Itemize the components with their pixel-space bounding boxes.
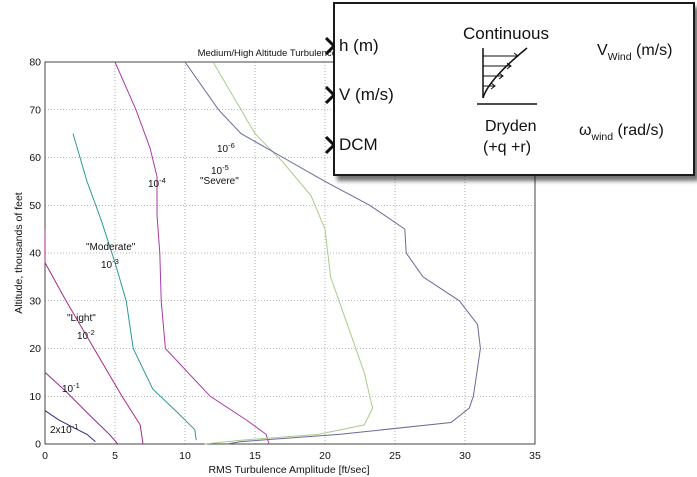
x-tick-label: 30 [459, 450, 471, 462]
y-tick-label: 40 [29, 248, 41, 260]
x-tick-label: 20 [319, 450, 331, 462]
y-tick-labels: 0 10 20 30 40 50 60 70 80 [29, 57, 41, 451]
annotation-light: "Light" [67, 313, 96, 324]
output-port-vwind: VWind (m/s) [597, 42, 673, 63]
y-axis-label: Altitude, thousands of feet [13, 192, 25, 313]
input-port-v: V (m/s) [339, 85, 394, 104]
series-line [204, 61, 374, 445]
x-tick-label: 5 [112, 450, 118, 462]
annotation-10e-1: 10-1 [62, 381, 80, 395]
annotation-10e-5: 10-5 [211, 163, 229, 177]
series-line [114, 61, 270, 445]
series-line [44, 372, 119, 445]
block-name-line1: Dryden [485, 118, 537, 135]
port-arrow-h-icon [324, 36, 337, 56]
x-tick-label: 15 [249, 450, 261, 462]
y-tick-label: 10 [29, 391, 41, 403]
x-tick-label: 35 [529, 450, 541, 462]
series-line [44, 410, 96, 442]
x-tick-label: 0 [42, 450, 48, 462]
y-tick-label: 70 [29, 104, 41, 116]
x-tick-labels: 0 5 10 15 20 25 30 35 [42, 450, 541, 462]
input-port-h: h (m) [339, 36, 379, 55]
x-tick-label: 25 [389, 450, 401, 462]
x-axis-label: RMS Turbulence Amplitude [ft/sec] [208, 464, 369, 476]
series-line [44, 229, 144, 445]
x-tick-label: 10 [179, 450, 191, 462]
output-port-omega-wind: ωwind (rad/s) [579, 122, 664, 143]
y-tick-label: 50 [29, 200, 41, 212]
dryden-turbulence-block[interactable]: h (m) V (m/s) DCM Continuous Dryden (+q … [324, 2, 695, 176]
y-tick-label: 60 [29, 152, 41, 164]
y-tick-label: 0 [35, 439, 41, 451]
y-tick-label: 20 [29, 343, 41, 355]
input-port-dcm: DCM [339, 135, 378, 154]
annotation-moderate: "Moderate" [86, 242, 136, 253]
port-arrow-dcm-icon [324, 135, 337, 155]
wind-profile-icon [477, 47, 537, 105]
y-tick-label: 30 [29, 295, 41, 307]
curve-annotations: "Severe" "Moderate" "Light" 10-6 10-5 10-4 10-… [50, 141, 239, 436]
series-lines [44, 61, 481, 445]
annotation-10e-3: 10-3 [101, 257, 119, 271]
chart-title: Medium/High Altitude Turbulence Intensit… [198, 48, 383, 59]
block-title: Continuous [463, 24, 550, 43]
annotation-10e-2: 10-2 [77, 328, 95, 342]
y-tick-label: 80 [29, 57, 41, 69]
port-arrow-v-icon [324, 85, 337, 105]
annotation-severe: "Severe" [200, 176, 239, 187]
series-line [72, 133, 197, 441]
series-line [184, 61, 481, 445]
block-name-line2: (+q +r) [483, 139, 532, 156]
annotation-10e-4: 10-4 [148, 176, 166, 190]
annotation-10e-6: 10-6 [217, 141, 235, 155]
annotation-2x10e-1: 2x10-1 [50, 422, 78, 436]
